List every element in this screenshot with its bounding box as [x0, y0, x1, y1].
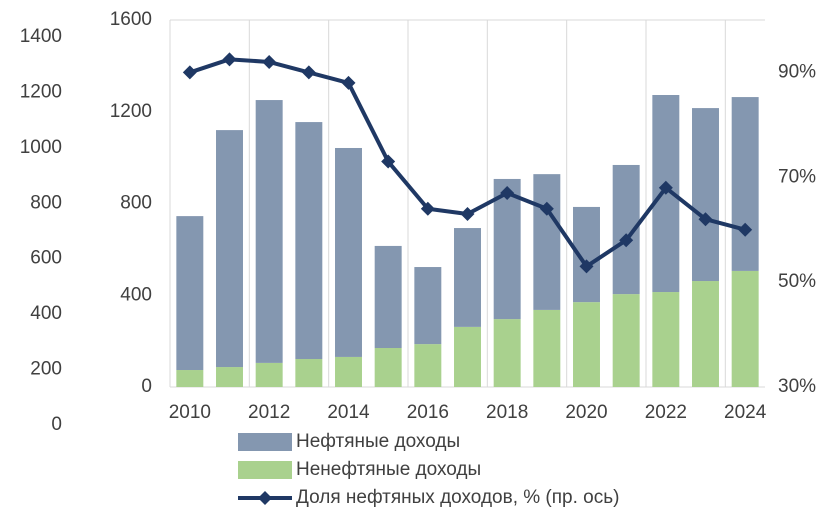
bar-segment — [414, 344, 442, 387]
x-tick-label: 2022 — [645, 402, 687, 423]
line-marker — [420, 201, 435, 216]
bar-segment — [731, 97, 759, 271]
legend-label: Ненефтяные доходы — [296, 459, 481, 480]
line-marker — [579, 259, 594, 274]
x-tick-label: 2016 — [407, 402, 449, 423]
bar-segment — [573, 302, 600, 387]
line-marker — [500, 186, 515, 201]
line-marker — [619, 233, 634, 248]
bar-segment — [454, 326, 481, 387]
y3-tick-label: 800 — [30, 192, 62, 213]
line-marker — [182, 65, 197, 80]
bar-segment — [533, 174, 561, 310]
bar-segment — [493, 178, 521, 320]
bar-segment — [493, 319, 521, 387]
x-tick-label: 2014 — [327, 402, 370, 423]
bar-segment — [652, 292, 680, 387]
y3-tick-label: 200 — [30, 359, 62, 380]
bar-segment — [216, 367, 243, 387]
legend-label: Доля нефтяных доходов, % (пр. ось) — [296, 487, 619, 508]
bar-segment — [454, 228, 481, 327]
y3-tick-label: 1200 — [20, 81, 62, 102]
x-tick-label: 2010 — [169, 402, 211, 423]
x-tick-label: 2018 — [486, 402, 528, 423]
line-marker — [381, 154, 396, 169]
bar-segment — [335, 356, 362, 387]
y3-tick-label: 600 — [30, 248, 62, 269]
y-tick-label: 1200 — [110, 101, 152, 122]
line-marker — [738, 222, 753, 237]
line-marker — [341, 75, 356, 90]
line-marker — [460, 206, 475, 221]
y3-tick-label: 0 — [51, 414, 62, 435]
bar-segment — [176, 370, 204, 387]
bar-segment — [295, 122, 323, 360]
x-tick-label: 2012 — [248, 402, 290, 423]
y3-tick-label: 400 — [30, 303, 62, 324]
bar-segment — [374, 348, 402, 387]
y2-tick-label: 30% — [778, 376, 816, 397]
y2-tick-label: 90% — [778, 61, 816, 82]
line-marker — [698, 212, 713, 227]
bar-segment — [295, 359, 323, 387]
bar-segment — [692, 108, 719, 282]
line-marker — [222, 52, 237, 67]
y2-tick-label: 70% — [778, 166, 816, 187]
line-marker — [539, 201, 554, 216]
y-tick-label: 0 — [141, 376, 152, 397]
x-tick-label: 2024 — [724, 402, 767, 423]
line-marker — [301, 65, 316, 80]
y3-tick-label: 1000 — [20, 137, 62, 158]
y-tick-label: 400 — [120, 284, 152, 305]
legend-marker — [258, 491, 272, 505]
bar-segment — [414, 267, 442, 345]
y2-tick-label: 50% — [778, 271, 816, 292]
bar-segment — [255, 100, 283, 363]
legend-swatch — [238, 433, 292, 451]
y-tick-label: 800 — [120, 193, 152, 214]
bar-segment — [731, 270, 759, 387]
bar-segment — [216, 130, 243, 368]
bar-segment — [176, 216, 204, 371]
bar-segment — [533, 309, 561, 387]
x-tick-label: 2020 — [565, 402, 607, 423]
bar-segment — [255, 362, 283, 387]
y-tick-label: 1600 — [110, 9, 152, 30]
line-marker — [658, 180, 673, 195]
bar-segment — [374, 245, 402, 349]
legend-swatch — [238, 461, 292, 479]
bar-segment — [692, 281, 719, 387]
y3-tick-label: 1400 — [20, 26, 62, 47]
legend-label: Нефтяные доходы — [296, 431, 460, 452]
bar-segment — [335, 147, 362, 357]
line-marker — [262, 54, 277, 69]
bar-segment — [612, 294, 640, 387]
